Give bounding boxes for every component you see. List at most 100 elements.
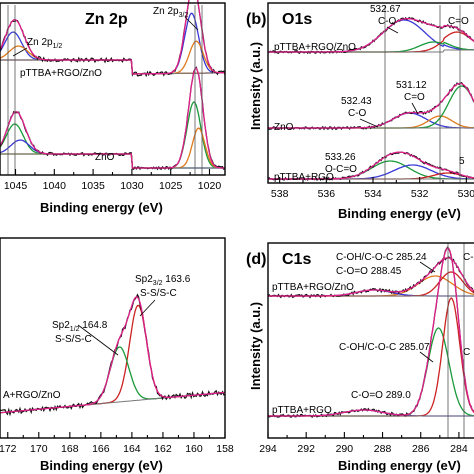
panel-b-leader-2 bbox=[411, 102, 419, 115]
panel-b-leader-1 bbox=[386, 26, 399, 34]
panel-b-label: (b) bbox=[246, 11, 266, 28]
xtick-label-3: 288 bbox=[374, 443, 392, 455]
panel-a-curves bbox=[0, 0, 226, 171]
panel-b-title: O1s bbox=[282, 11, 312, 28]
panel-c-xlabel: Binding energy (eV) bbox=[40, 458, 163, 473]
panel-a-ann-zn2p32: Zn 2p3/2 bbox=[153, 6, 188, 19]
panel-a-xticks: 1045 1040 1035 1030 1025 1020 bbox=[4, 169, 221, 192]
panel-d-ylabel: Intensity (a.u.) bbox=[248, 302, 263, 390]
panel-b-series-2-label: ZnO bbox=[274, 122, 294, 133]
panel-b-ann-4: 531.12 bbox=[396, 80, 427, 91]
xtick-label-0: 1045 bbox=[4, 180, 28, 192]
panel-c-ann-ss2: S-S/S-C bbox=[55, 334, 92, 345]
xtick-label-7: 158 bbox=[216, 443, 234, 455]
panel-d-ann-1: C-OH/C-O-C 285.24 bbox=[336, 252, 427, 263]
xtick-label-2: 534 bbox=[364, 188, 382, 200]
panel-b-zno-envelope bbox=[268, 82, 474, 129]
panel-b-pttba-rgo-envelope bbox=[268, 151, 474, 180]
panel-a-pttba-envelope bbox=[0, 0, 225, 75]
xtick-label-1: 536 bbox=[318, 188, 336, 200]
panel-a-series-2-label: ZnO bbox=[95, 152, 115, 163]
panel-b-leader-3 bbox=[359, 118, 379, 128]
panel-a-leader-2 bbox=[184, 16, 199, 31]
panel-b-curves bbox=[267, 16, 474, 182]
panel-b-series-1-label: pTTBA+RGO/ZnO bbox=[274, 42, 356, 53]
panel-b-ann-5: C=O bbox=[404, 92, 425, 103]
xtick-label-5: 162 bbox=[154, 443, 172, 455]
panel-d-leader-2 bbox=[419, 351, 434, 363]
panel-d-ann-2: C-O=O 288.45 bbox=[336, 266, 402, 277]
panel-b-series-3-label: pTTBA+RGO bbox=[274, 172, 334, 183]
xtick-label-1: 292 bbox=[297, 443, 315, 455]
panel-c-curves bbox=[0, 293, 226, 417]
panel-b: (b) O1s Intensity (a.u.) 532.67 C-O C=O … bbox=[246, 2, 474, 221]
panel-b-ann-9: O-C=O bbox=[325, 164, 357, 175]
xtick-label-2: 290 bbox=[336, 443, 354, 455]
panel-d: (d) C1s Intensity (a.u.) C-OH/C-O-C 285.… bbox=[246, 242, 474, 473]
panel-b-zno-component-2 bbox=[268, 85, 474, 129]
panel-d-title: C1s bbox=[282, 251, 311, 268]
panel-b-ann-7: C-O bbox=[348, 108, 367, 119]
xtick-label-3: 1030 bbox=[120, 180, 144, 192]
panel-c-leader-1 bbox=[139, 299, 156, 317]
panel-b-pttba-zno-envelope bbox=[268, 18, 474, 53]
xtick-label-5: 284 bbox=[450, 443, 468, 455]
xtick-label-3: 532 bbox=[411, 188, 429, 200]
panel-d-xticks: 294 292 290 288 286 284 bbox=[259, 432, 468, 455]
xtick-label-4: 1025 bbox=[159, 180, 183, 192]
panel-d-series-2-label: pTTBA+RGO bbox=[272, 405, 332, 416]
panel-a-series-1-label: pTTBA+RGO/ZnO bbox=[20, 68, 102, 79]
xtick-label-3: 166 bbox=[92, 443, 110, 455]
panel-d-label: (d) bbox=[246, 251, 266, 268]
panel-d-series-1-label: pTTBA+RGO/ZnO bbox=[272, 282, 354, 293]
panel-c-ann-sp232: Sp23/2 163.6 bbox=[135, 274, 191, 287]
panel-b-xlabel: Binding energy (eV) bbox=[338, 206, 461, 221]
panel-a-xlabel: Binding energy (eV) bbox=[40, 200, 163, 215]
panel-a: Zn 2p Zn 2p1/2 Zn 2p3/2 pTTBA+RGO/ZnO Zn… bbox=[0, 0, 226, 215]
panel-b-ann-3: C=O bbox=[448, 16, 469, 27]
panel-b-ann-10: 5 bbox=[459, 156, 465, 167]
panel-d-ann-6: C bbox=[463, 347, 470, 358]
xtick-label-1: 170 bbox=[30, 443, 48, 455]
panel-c-xticks: 172 170 168 166 164 162 160 158 bbox=[0, 432, 234, 455]
xtick-label-2: 1035 bbox=[81, 180, 105, 192]
xtick-label-0: 294 bbox=[259, 443, 277, 455]
panel-b-ylabel: Intensity (a.u.) bbox=[248, 42, 263, 130]
panel-d-ann-5: C-O=O 289.0 bbox=[351, 390, 411, 401]
xtick-label-4: 530 bbox=[458, 188, 474, 200]
panel-d-curves bbox=[267, 246, 474, 418]
panel-c-frame bbox=[0, 237, 226, 439]
panel-c-ann-ss1: S-S/S-C bbox=[140, 288, 177, 299]
panel-a-ann-zn2p12: Zn 2p1/2 bbox=[27, 37, 62, 50]
panel-d-xlabel: Binding energy (eV) bbox=[338, 458, 461, 473]
panel-b-ann-6: 532.43 bbox=[341, 96, 372, 107]
panel-b-ann-8: 533.26 bbox=[325, 152, 356, 163]
panel-a-zno-envelope bbox=[0, 67, 225, 169]
xtick-label-6: 160 bbox=[185, 443, 203, 455]
xtick-label-1: 1040 bbox=[43, 180, 67, 192]
panel-d-pttba-rgo-envelope bbox=[268, 247, 474, 417]
panel-c-sample-envelope bbox=[0, 296, 226, 414]
panel-d-leader-1 bbox=[419, 261, 436, 273]
panel-c-series-1-label: A+RGO/ZnO bbox=[3, 390, 61, 401]
panel-b-frame bbox=[267, 2, 474, 184]
panel-d-ann-3: C- bbox=[463, 252, 474, 263]
panel-d-ann-4: C-OH/C-O-C 285.07 bbox=[339, 342, 430, 353]
panel-b-zno-component-0 bbox=[268, 112, 474, 129]
panel-b-ann-2: C-O bbox=[378, 16, 397, 27]
xtick-label-4: 286 bbox=[412, 443, 430, 455]
panel-a-leader-1 bbox=[12, 47, 28, 57]
xtick-label-5: 1020 bbox=[198, 180, 222, 192]
panel-c-leader-2 bbox=[77, 324, 119, 356]
panel-c: Sp23/2 163.6 S-S/S-C Sp21/2 164.8 S-S/S-… bbox=[0, 237, 234, 473]
xtick-label-4: 164 bbox=[123, 443, 141, 455]
panel-d-frame bbox=[267, 242, 474, 439]
xtick-label-2: 168 bbox=[61, 443, 79, 455]
panel-a-title: Zn 2p bbox=[85, 11, 128, 28]
panel-b-xticks: 538 536 534 532 530 bbox=[271, 177, 474, 200]
panel-b-ann-1: 532.67 bbox=[370, 4, 401, 15]
xtick-label-0: 538 bbox=[271, 188, 289, 200]
xtick-label-0: 172 bbox=[0, 443, 17, 455]
panel-b-pttba-rgo-raw-data bbox=[267, 151, 474, 182]
